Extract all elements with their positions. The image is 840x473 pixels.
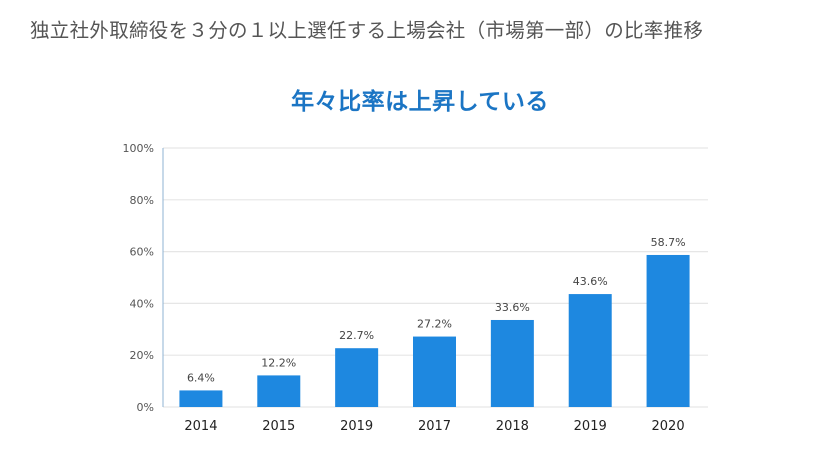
x-tick-label: 2015 <box>262 419 295 434</box>
y-tick-label: 20% <box>130 349 154 362</box>
data-label: 22.7% <box>339 329 374 342</box>
bars <box>179 254 690 407</box>
data-label: 33.6% <box>495 301 530 314</box>
x-tick-label: 2017 <box>418 419 451 434</box>
bar <box>646 254 690 407</box>
page-title: 独立社外取締役を３分の１以上選任する上場会社（市場第一部）の比率推移 <box>30 19 704 42</box>
bar <box>490 319 534 407</box>
x-tick-label: 2019 <box>340 419 373 434</box>
data-label: 27.2% <box>417 318 452 331</box>
y-tick-label: 0% <box>137 401 154 414</box>
x-tick-label: 2018 <box>496 419 529 434</box>
bar <box>179 390 223 407</box>
x-tick-label: 2019 <box>574 419 607 434</box>
bar <box>568 294 612 407</box>
x-tick-label: 2020 <box>652 419 685 434</box>
bar <box>413 336 456 407</box>
x-tick-label: 2014 <box>184 419 217 434</box>
data-label: 6.4% <box>187 371 215 384</box>
y-tick-label: 60% <box>130 246 154 259</box>
x-axis-ticks: 2014 2015 2019 2017 2018 2019 2020 <box>184 419 684 434</box>
y-tick-label: 100% <box>123 142 154 155</box>
bar <box>335 348 379 407</box>
data-label: 43.6% <box>573 275 608 288</box>
bar <box>257 375 301 407</box>
data-label: 58.7% <box>651 236 686 249</box>
y-axis-ticks: 0% 20% 40% 60% 80% 100% <box>123 142 154 414</box>
y-tick-label: 40% <box>130 297 154 310</box>
y-tick-label: 80% <box>130 194 154 207</box>
data-label: 12.2% <box>261 356 296 369</box>
data-labels: 6.4% 12.2% 22.7% 27.2% 33.6% 43.6% 58.7% <box>187 236 686 384</box>
chart-title: 年々比率は上昇している <box>291 89 549 115</box>
